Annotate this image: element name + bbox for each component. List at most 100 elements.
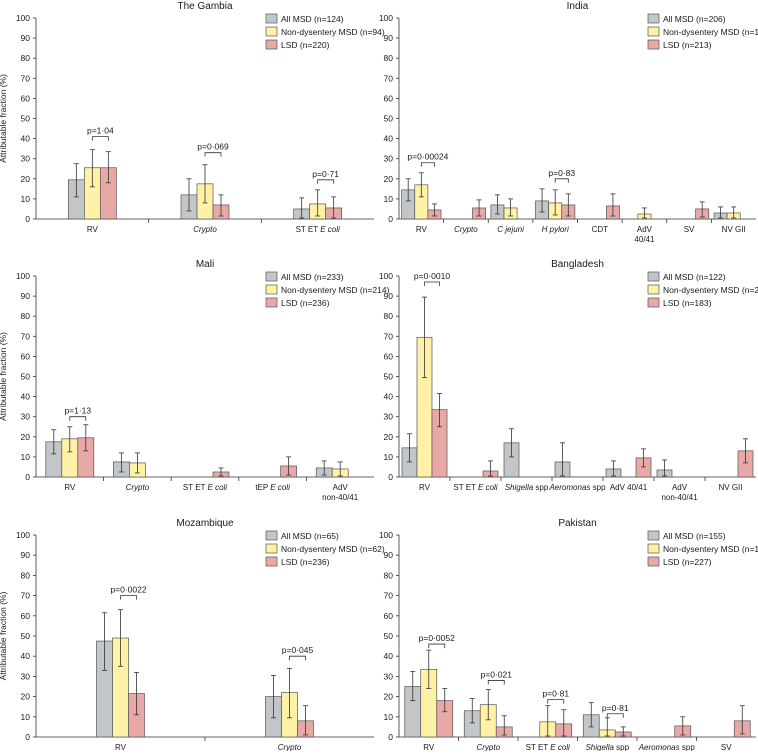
y-tick-label: 90: [21, 550, 31, 560]
x-category-label: CDT: [592, 225, 609, 234]
legend-label-all-msd: All MSD (n=206): [663, 14, 726, 24]
p-value-bracket: [204, 152, 222, 157]
y-tick-label: 0: [388, 214, 393, 224]
y-tick-label: 70: [384, 73, 394, 83]
y-tick-label: 70: [21, 591, 31, 601]
y-tick-label: 20: [384, 432, 394, 442]
legend-label-non-dysentery-msd: Non-dysentery MSD (n=214): [281, 285, 390, 295]
y-tick-label: 10: [21, 452, 31, 462]
x-category-label: RV: [115, 743, 127, 751]
y-tick-label: 30: [384, 412, 394, 422]
legend-swatch-all-msd: [265, 271, 278, 282]
y-tick-label: 80: [384, 311, 394, 321]
p-value-bracket: [424, 281, 440, 287]
panel-title: India: [567, 1, 589, 12]
p-value-label: p=0·069: [197, 142, 229, 152]
y-tick-label: 80: [384, 570, 394, 580]
legend-swatch-lsd: [647, 297, 660, 308]
legend-label-all-msd: All MSD (n=124): [281, 14, 344, 24]
x-category-label: NV GII: [722, 225, 746, 234]
p-value-label: p=0·81: [542, 689, 569, 699]
p-value-bracket: [91, 136, 109, 141]
panel-title: Pakistan: [558, 518, 596, 529]
y-tick-label: 90: [21, 33, 31, 43]
y-tick-label: 90: [384, 550, 394, 560]
y-tick-label: 50: [21, 631, 31, 641]
x-category-label: RV: [64, 483, 76, 492]
legend-swatch-lsd: [647, 556, 660, 567]
x-category-label: AdV 40/41: [610, 483, 648, 492]
y-tick-label: 40: [21, 651, 31, 661]
x-category-label: SV: [684, 225, 695, 234]
p-value-bracket: [428, 643, 446, 649]
y-tick-label: 70: [21, 331, 31, 341]
panel-mali: Mali 0 10 20 30 40 50 60 70 80 90 100 Attributable f…: [0, 259, 390, 502]
legend-label-all-msd: All MSD (n=65): [281, 531, 339, 541]
legend-label-all-msd: All MSD (n=233): [281, 272, 344, 282]
y-tick-label: 100: [16, 530, 30, 540]
x-category-label: AdV non-40/41: [661, 483, 698, 502]
legend-label-all-msd: All MSD (n=155): [663, 531, 726, 541]
panel-mozambique: Mozambique 0 10 20 30 40 50 60 70 80 90 100 Attribut…: [0, 518, 385, 752]
y-tick-label: 60: [384, 351, 394, 361]
y-tick-label: 30: [384, 671, 394, 681]
legend-label-non-dysentery-msd: Non-dysentery MSD (n=125): [663, 544, 758, 554]
y-tick-label: 30: [21, 412, 31, 422]
legend-swatch-lsd: [265, 297, 278, 308]
y-tick-label: 10: [21, 712, 31, 722]
x-category-label: H pylori: [542, 225, 569, 234]
x-category-label: Aeromonas spp: [548, 483, 606, 492]
x-category-label: Crypto: [126, 483, 150, 492]
y-tick-label: 40: [384, 392, 394, 402]
y-tick-label: 70: [384, 331, 394, 341]
y-tick-label: 30: [384, 154, 394, 164]
y-axis-label: Attributable fraction (%): [0, 74, 8, 163]
y-tick-label: 40: [384, 651, 394, 661]
y-tick-label: 90: [384, 33, 394, 43]
y-tick-label: 60: [21, 93, 31, 103]
y-tick-label: 50: [21, 372, 31, 382]
y-tick-label: 70: [21, 73, 31, 83]
y-tick-label: 100: [379, 271, 393, 281]
x-category-label: Crypto: [278, 743, 302, 751]
y-tick-label: 0: [388, 472, 393, 482]
y-tick-label: 50: [384, 114, 394, 124]
y-tick-label: 20: [21, 692, 31, 702]
legend-label-non-dysentery-msd: Non-dysentery MSD (n=26): [663, 285, 758, 295]
y-tick-label: 20: [21, 432, 31, 442]
x-category-label: RV: [87, 225, 99, 234]
panel-title: Bangladesh: [551, 259, 604, 270]
y-tick-label: 0: [25, 214, 30, 224]
p-value-label: p=0·81: [602, 703, 629, 713]
legend-swatch-non-dysentery-msd: [647, 26, 660, 37]
legend-swatch-lsd: [265, 556, 278, 567]
y-tick-label: 0: [388, 732, 393, 742]
x-category-label: ST ET E coli: [183, 483, 227, 492]
x-category-label: Aeromonas spp: [638, 743, 696, 751]
legend-swatch-lsd: [647, 39, 660, 50]
x-category-label: AdV non-40/41: [322, 483, 359, 502]
x-category-label: SV: [721, 743, 732, 751]
y-tick-label: 50: [384, 631, 394, 641]
p-value-label: p=0·0010: [414, 271, 450, 281]
p-value-bracket: [317, 179, 335, 184]
p-value-bracket: [554, 178, 569, 183]
y-tick-label: 70: [384, 591, 394, 601]
legend-label-non-dysentery-msd: Non-dysentery MSD (n=184): [663, 27, 758, 37]
p-value-label: p=1·13: [64, 406, 91, 416]
x-category-label: tEP E coli: [255, 483, 290, 492]
p-value-bracket: [487, 680, 505, 685]
p-value-bracket: [420, 162, 435, 167]
legend-label-lsd: LSD (n=213): [663, 40, 712, 50]
legend-swatch-all-msd: [647, 13, 660, 24]
x-category-label: Crypto: [193, 225, 217, 234]
legend-swatch-all-msd: [265, 13, 278, 24]
y-tick-label: 80: [21, 311, 31, 321]
p-value-bracket: [69, 416, 87, 421]
legend-label-non-dysentery-msd: Non-dysentery MSD (n=62): [281, 544, 385, 554]
legend-label-lsd: LSD (n=220): [281, 40, 330, 50]
legend-swatch-lsd: [265, 39, 278, 50]
legend-swatch-non-dysentery-msd: [647, 543, 660, 554]
p-value-bracket: [606, 713, 624, 718]
y-tick-label: 90: [21, 291, 31, 301]
